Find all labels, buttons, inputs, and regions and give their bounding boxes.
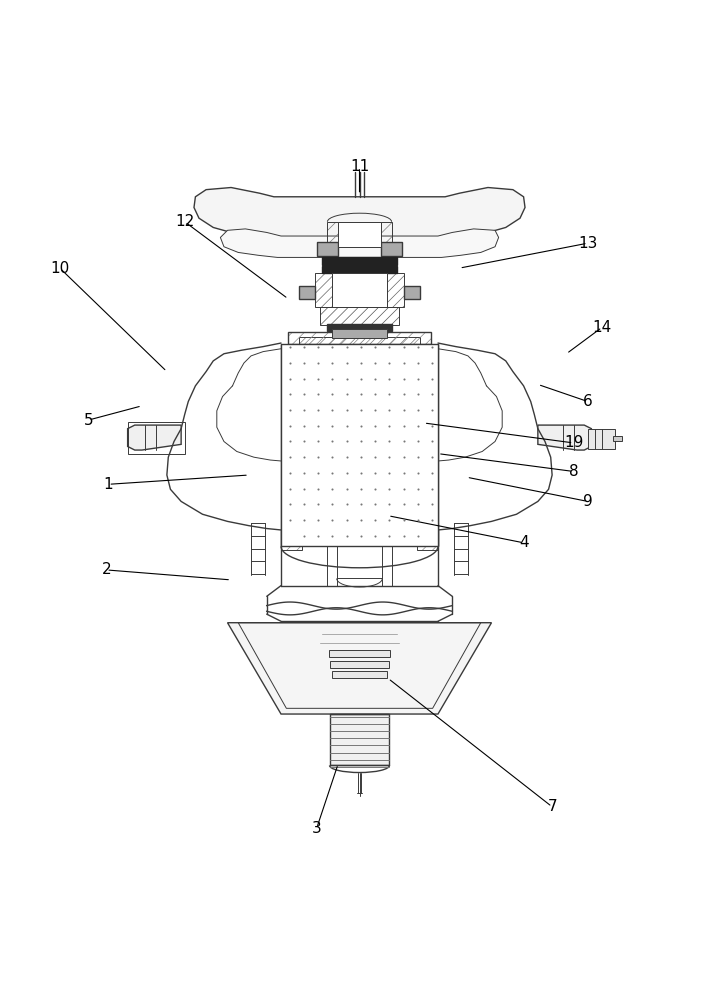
Bar	[327, 324, 392, 331]
Bar	[332, 329, 387, 338]
Bar	[381, 242, 403, 256]
Bar	[405, 286, 420, 299]
Bar	[588, 429, 615, 449]
Bar	[299, 286, 314, 299]
Text: 2: 2	[101, 562, 111, 577]
Bar	[329, 650, 390, 657]
Polygon shape	[329, 714, 390, 765]
Polygon shape	[221, 229, 498, 257]
Text: 14: 14	[592, 320, 612, 335]
Text: 6: 6	[583, 394, 592, 409]
Text: 7: 7	[547, 799, 557, 814]
Bar	[322, 266, 397, 273]
Polygon shape	[194, 188, 525, 237]
Text: 11: 11	[350, 159, 369, 174]
Text: 8: 8	[569, 464, 578, 479]
Bar	[332, 273, 387, 307]
Polygon shape	[538, 425, 591, 450]
Text: 3: 3	[312, 821, 321, 836]
Text: 13: 13	[578, 236, 597, 251]
Bar	[338, 222, 381, 247]
Text: 19: 19	[564, 435, 583, 450]
Bar	[331, 671, 388, 678]
Text: 10: 10	[50, 261, 70, 276]
Text: 1: 1	[104, 477, 113, 492]
Bar	[613, 436, 622, 441]
Bar	[128, 422, 185, 454]
Text: 12: 12	[175, 214, 194, 229]
Polygon shape	[227, 623, 492, 714]
Polygon shape	[128, 425, 181, 450]
Text: 4: 4	[519, 535, 528, 550]
Text: 5: 5	[83, 413, 93, 428]
Bar	[316, 242, 338, 256]
Bar	[330, 661, 389, 668]
Text: 9: 9	[583, 494, 592, 509]
Bar	[322, 257, 397, 265]
Bar	[281, 344, 438, 546]
